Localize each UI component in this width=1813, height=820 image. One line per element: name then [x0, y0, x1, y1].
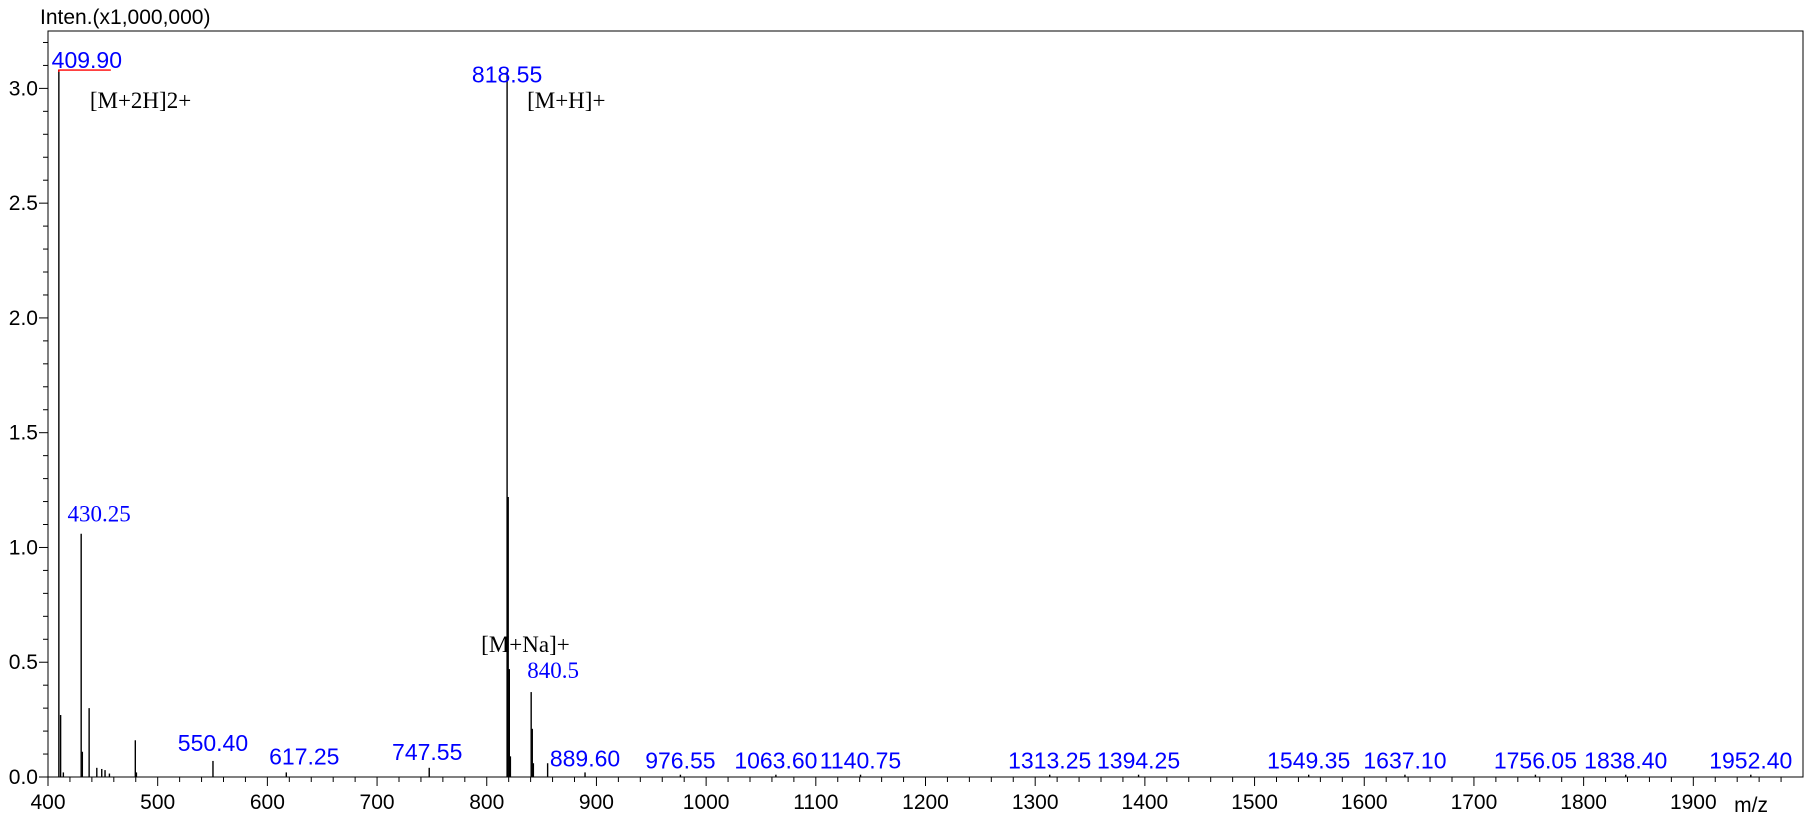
peak-label: 1394.25: [1097, 748, 1180, 774]
peak-label: 1756.05: [1494, 748, 1577, 774]
x-tick-label: 600: [250, 791, 285, 814]
x-tick-label: 1900: [1670, 791, 1717, 814]
peak-label: 840.5: [527, 658, 579, 683]
x-tick-label: 1200: [902, 791, 949, 814]
peak-label: 1838.40: [1584, 748, 1667, 774]
y-tick-label: 1.5: [9, 422, 38, 445]
axes: 400 500 600 700 800 900 1000 1100 1200 1300 1400 15…: [9, 30, 1804, 814]
x-tick-label: 1700: [1451, 791, 1498, 814]
x-tick-label: 1800: [1560, 791, 1607, 814]
peak-label: 747.55: [392, 739, 462, 765]
x-tick-label: 500: [140, 791, 175, 814]
x-tick-label: 900: [579, 791, 614, 814]
peak-label: 1140.75: [820, 748, 901, 774]
peak-label: 617.25: [269, 743, 339, 769]
y-tick-label: 3.0: [9, 77, 38, 100]
x-axis-label: m/z: [1734, 794, 1768, 817]
peak-labels: 409.90 430.25 550.40 617.25 747.55 818.55 840.…: [52, 47, 1793, 774]
ion-annotation: [M+Na]+: [481, 632, 570, 657]
peak-label: 889.60: [550, 745, 620, 771]
y-axis-label: Inten.(x1,000,000): [40, 6, 210, 29]
peak-label: 1952.40: [1709, 748, 1792, 774]
peak-label: 1637.10: [1363, 748, 1446, 774]
y-tick-label: 2.5: [9, 192, 38, 215]
peak-label: 409.90: [52, 47, 122, 73]
peak-label: 550.40: [178, 730, 248, 756]
x-tick-label: 400: [30, 791, 65, 814]
x-tick-label: 700: [360, 791, 395, 814]
peak-label: 818.55: [472, 61, 542, 87]
peaks: [58, 69, 1752, 777]
x-tick-label: 1100: [793, 791, 838, 814]
x-tick-label: 1600: [1341, 791, 1388, 814]
y-tick-label: 2.0: [9, 307, 38, 330]
peak-label: 1549.35: [1267, 748, 1350, 774]
peak-label: 1313.25: [1008, 748, 1091, 774]
saturation-marker: [58, 69, 111, 73]
peak-label: 976.55: [645, 748, 715, 774]
peak-label: 430.25: [68, 502, 131, 527]
x-tick-label: 1500: [1231, 791, 1278, 814]
ion-annotation: [M+H]+: [527, 88, 605, 113]
x-tick-label: 1400: [1122, 791, 1169, 814]
x-tick-label: 1000: [683, 791, 730, 814]
y-tick-label: 0.5: [9, 651, 38, 674]
plot-frame: [47, 30, 1804, 778]
y-tick-label: 0.0: [9, 766, 38, 789]
ion-annotation: [M+2H]2+: [90, 88, 191, 113]
x-tick-label: 1300: [1012, 791, 1059, 814]
y-tick-label: 1.0: [9, 536, 38, 559]
x-tick-label: 800: [469, 791, 504, 814]
peak-label: 1063.60: [734, 748, 817, 774]
